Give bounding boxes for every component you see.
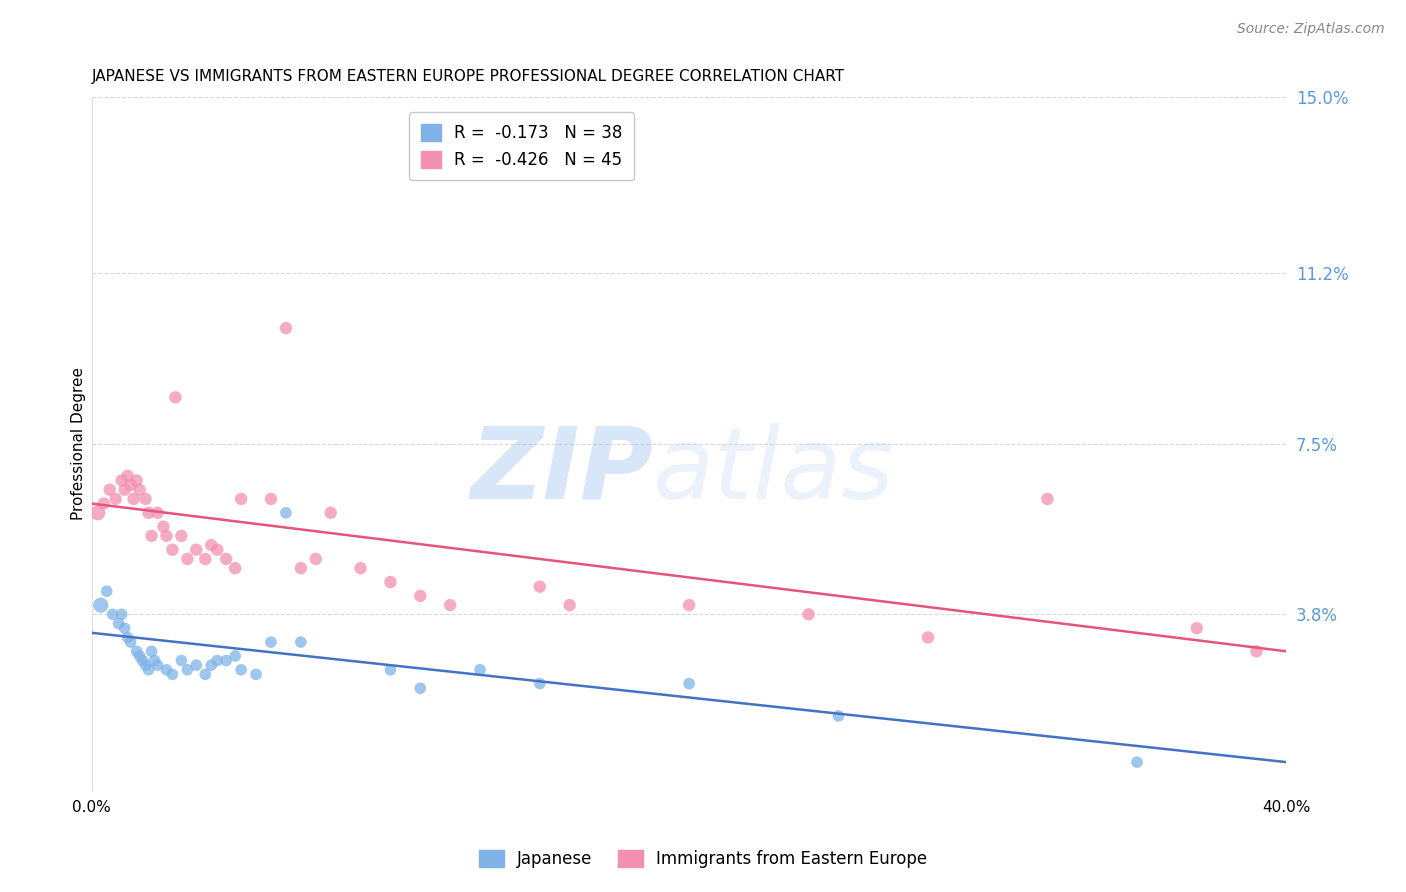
Point <box>260 491 283 506</box>
Point <box>107 616 129 631</box>
Point <box>468 663 491 677</box>
Point <box>529 580 551 594</box>
Point <box>165 390 187 404</box>
Point <box>162 542 184 557</box>
Point <box>409 589 432 603</box>
Point <box>125 644 148 658</box>
Point <box>205 542 228 557</box>
Point <box>101 607 124 622</box>
Point <box>409 681 432 696</box>
Point <box>200 658 222 673</box>
Point <box>224 561 246 575</box>
Point <box>87 506 110 520</box>
Point <box>827 709 849 723</box>
Point <box>96 584 118 599</box>
Point <box>143 654 166 668</box>
Y-axis label: Professional Degree: Professional Degree <box>72 367 86 520</box>
Point <box>439 598 461 612</box>
Point <box>260 635 283 649</box>
Point <box>117 631 139 645</box>
Point <box>141 529 163 543</box>
Point <box>125 474 148 488</box>
Point <box>114 483 136 497</box>
Point <box>558 598 581 612</box>
Text: ZIP: ZIP <box>470 423 654 520</box>
Point <box>176 552 198 566</box>
Point <box>93 497 115 511</box>
Point <box>135 491 157 506</box>
Point <box>155 529 177 543</box>
Point <box>678 676 700 690</box>
Point <box>319 506 342 520</box>
Point <box>200 538 222 552</box>
Point <box>146 506 169 520</box>
Point <box>111 474 134 488</box>
Point <box>194 552 217 566</box>
Point <box>186 658 208 673</box>
Point <box>104 491 127 506</box>
Point <box>120 635 142 649</box>
Point <box>117 468 139 483</box>
Point <box>152 519 174 533</box>
Point <box>138 663 160 677</box>
Text: Source: ZipAtlas.com: Source: ZipAtlas.com <box>1237 22 1385 37</box>
Point <box>349 561 371 575</box>
Point <box>305 552 328 566</box>
Point <box>131 654 153 668</box>
Point <box>529 676 551 690</box>
Point <box>1126 755 1149 769</box>
Legend: R =  -0.173   N = 38, R =  -0.426   N = 45: R = -0.173 N = 38, R = -0.426 N = 45 <box>409 112 634 180</box>
Point <box>122 491 145 506</box>
Point <box>224 648 246 663</box>
Point <box>678 598 700 612</box>
Point <box>162 667 184 681</box>
Point <box>274 321 297 335</box>
Point <box>215 552 238 566</box>
Text: JAPANESE VS IMMIGRANTS FROM EASTERN EUROPE PROFESSIONAL DEGREE CORRELATION CHART: JAPANESE VS IMMIGRANTS FROM EASTERN EURO… <box>91 69 845 84</box>
Point <box>98 483 121 497</box>
Point <box>128 648 150 663</box>
Point <box>1246 644 1268 658</box>
Point <box>1036 491 1059 506</box>
Text: atlas: atlas <box>654 423 894 520</box>
Point <box>274 506 297 520</box>
Point <box>290 561 312 575</box>
Point <box>176 663 198 677</box>
Point <box>170 654 193 668</box>
Point <box>120 478 142 492</box>
Point <box>1185 621 1208 635</box>
Point <box>797 607 820 622</box>
Point <box>186 542 208 557</box>
Point <box>290 635 312 649</box>
Point <box>229 491 252 506</box>
Point <box>135 658 157 673</box>
Point <box>245 667 267 681</box>
Point <box>111 607 134 622</box>
Point <box>380 575 402 590</box>
Point <box>380 663 402 677</box>
Legend: Japanese, Immigrants from Eastern Europe: Japanese, Immigrants from Eastern Europe <box>472 843 934 875</box>
Point <box>146 658 169 673</box>
Point <box>155 663 177 677</box>
Point <box>90 598 112 612</box>
Point <box>215 654 238 668</box>
Point <box>229 663 252 677</box>
Point <box>917 631 939 645</box>
Point <box>194 667 217 681</box>
Point <box>205 654 228 668</box>
Point <box>128 483 150 497</box>
Point <box>138 506 160 520</box>
Point <box>114 621 136 635</box>
Point <box>141 644 163 658</box>
Point <box>170 529 193 543</box>
